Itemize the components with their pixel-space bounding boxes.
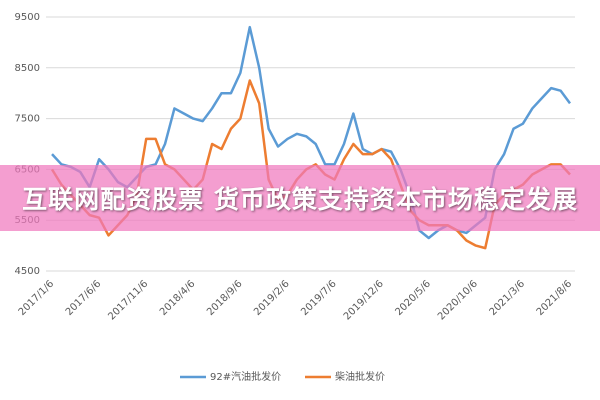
x-tick-label: 2017/11/6 [106, 278, 150, 322]
x-tick-label: 2021/8/6 [535, 278, 575, 318]
x-tick-label: 2019/2/6 [252, 278, 292, 318]
legend-label: 柴油批发价 [335, 370, 385, 383]
x-tick-label: 2018/4/6 [158, 278, 198, 318]
banner: 互联网配资股票 货币政策支持资本市场稳定发展 [0, 165, 600, 231]
legend-label: 92#汽油批发价 [210, 370, 281, 383]
banner-text: 互联网配资股票 货币政策支持资本市场稳定发展 [22, 185, 578, 214]
y-tick-label: 4500 [15, 266, 40, 277]
x-tick-label: 2019/7/6 [299, 278, 339, 318]
x-tick-label: 2019/12/6 [342, 278, 386, 322]
x-tick-label: 2020/10/6 [436, 278, 480, 322]
x-tick-label: 2021/3/6 [488, 278, 528, 318]
x-tick-label: 2017/6/6 [64, 278, 104, 318]
x-tick-label: 2018/9/6 [205, 278, 245, 318]
x-tick-label: 2017/1/6 [17, 278, 57, 318]
y-tick-label: 8500 [15, 63, 40, 74]
y-tick-label: 7500 [15, 114, 40, 125]
y-tick-label: 9500 [15, 12, 40, 23]
x-tick-label: 2020/5/6 [393, 278, 433, 318]
